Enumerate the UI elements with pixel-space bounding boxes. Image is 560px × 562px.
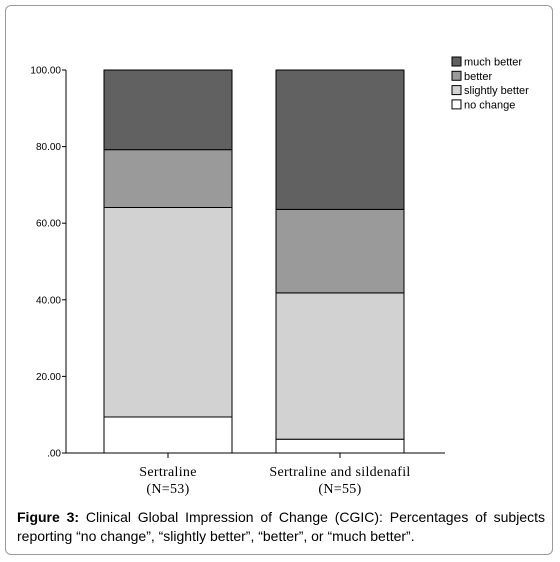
legend-label: much better — [464, 57, 522, 69]
bar-segment-better — [103, 149, 233, 208]
bar-segment-much-better — [103, 69, 233, 151]
legend-swatch — [451, 99, 462, 110]
bar-segment-slightly-better — [275, 292, 405, 440]
legend-swatch — [451, 56, 462, 67]
legend-label: better — [464, 71, 492, 83]
y-tick-label: 80.00 — [36, 142, 61, 153]
y-tick-label: 100.00 — [30, 66, 61, 77]
stacked-bar-chart: .00 20.00 40.00 60.00 80.00 100.00 Sertraline (… — [30, 56, 529, 497]
y-tick-label: .00 — [47, 449, 61, 460]
legend-label: no change — [464, 99, 515, 111]
bar-segment-slightly-better — [103, 206, 233, 418]
x-category-label: Sertraline and sildenafil — [269, 465, 410, 480]
y-tick-label: 40.00 — [36, 295, 61, 306]
figure-frame — [5, 5, 553, 555]
bar-segment-better — [275, 208, 405, 294]
y-tick-label: 60.00 — [36, 219, 61, 230]
legend-swatch — [451, 85, 462, 96]
y-tick-label: 20.00 — [36, 372, 61, 383]
legend-swatch — [451, 70, 462, 81]
legend-label: slightly better — [464, 85, 529, 97]
x-category-label: Sertraline — [139, 465, 196, 480]
figure-caption: Figure 3: Clinical Global Impression of … — [17, 508, 545, 546]
caption-text: Clinical Global Impression of Change (CG… — [17, 509, 545, 544]
caption-label: Figure 3: — [17, 509, 80, 525]
x-category-count: (N=53) — [146, 482, 189, 497]
bar-segment-much-better — [275, 69, 405, 210]
x-category-count: (N=55) — [318, 482, 361, 497]
bar-segment-no-change — [275, 438, 405, 454]
bar-segment-no-change — [103, 416, 233, 454]
